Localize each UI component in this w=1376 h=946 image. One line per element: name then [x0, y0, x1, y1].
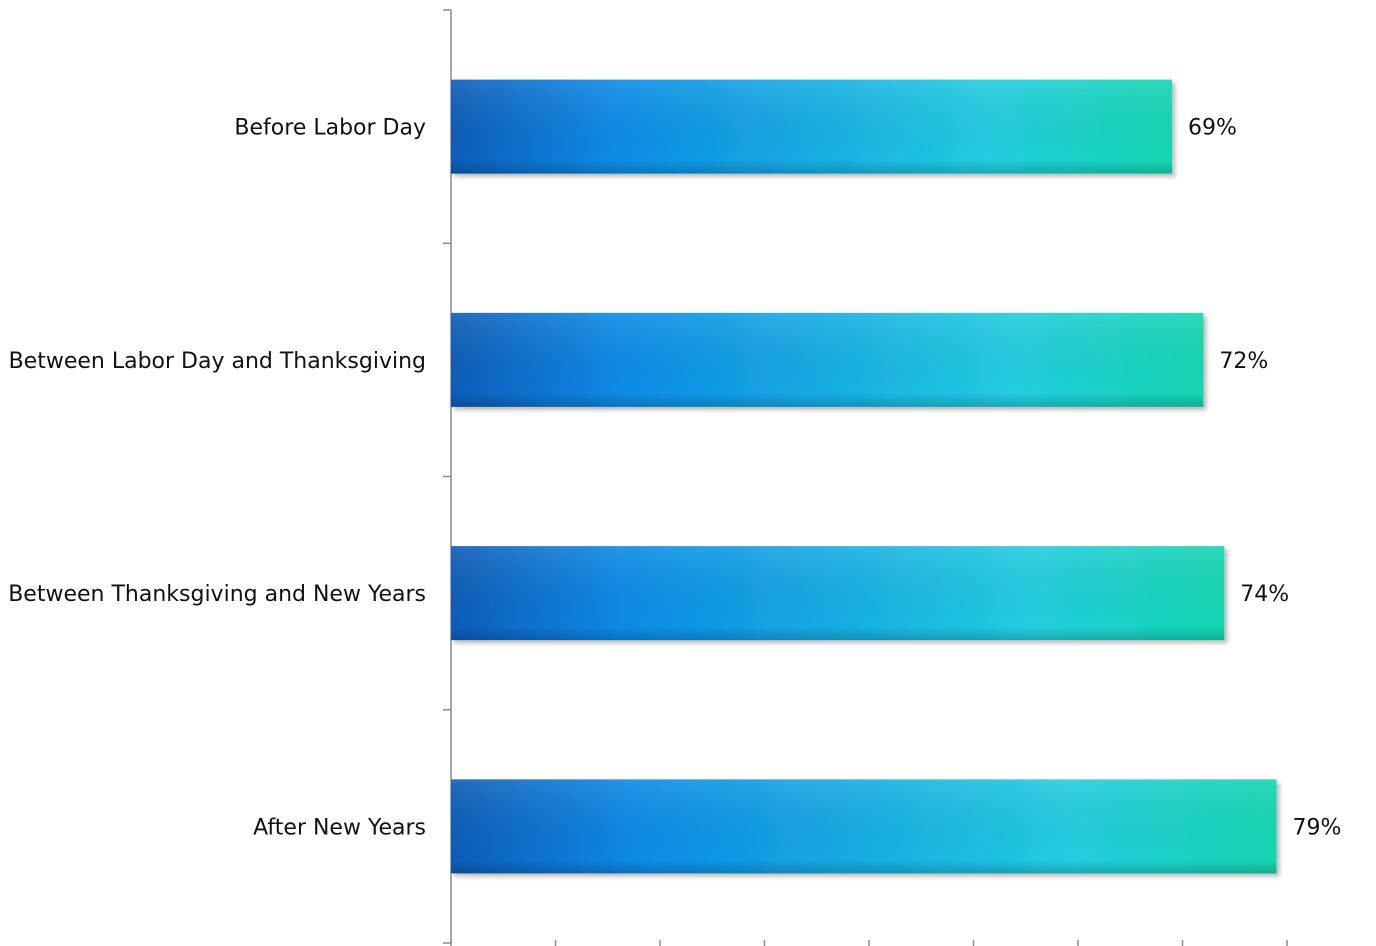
category-label: Between Labor Day and Thanksgiving	[9, 349, 426, 374]
bar-shading	[451, 546, 1225, 641]
bar-shading	[451, 779, 1277, 874]
bar-group	[451, 312, 1204, 407]
data-label: 69%	[1188, 116, 1237, 141]
bar-shading	[451, 312, 1204, 407]
category-label: After New Years	[253, 815, 426, 840]
data-label: 79%	[1293, 815, 1342, 840]
category-label: Before Labor Day	[234, 116, 426, 141]
bar-group	[451, 79, 1173, 174]
bar-group	[451, 779, 1277, 874]
bar-shading	[451, 79, 1173, 174]
data-label: 74%	[1240, 582, 1289, 607]
data-label: 72%	[1219, 349, 1268, 374]
bar-group	[451, 546, 1225, 641]
category-label: Between Thanksgiving and New Years	[8, 582, 426, 607]
plot-area: Before Labor Day 69% Between Labor Day and…	[8, 9, 1342, 946]
